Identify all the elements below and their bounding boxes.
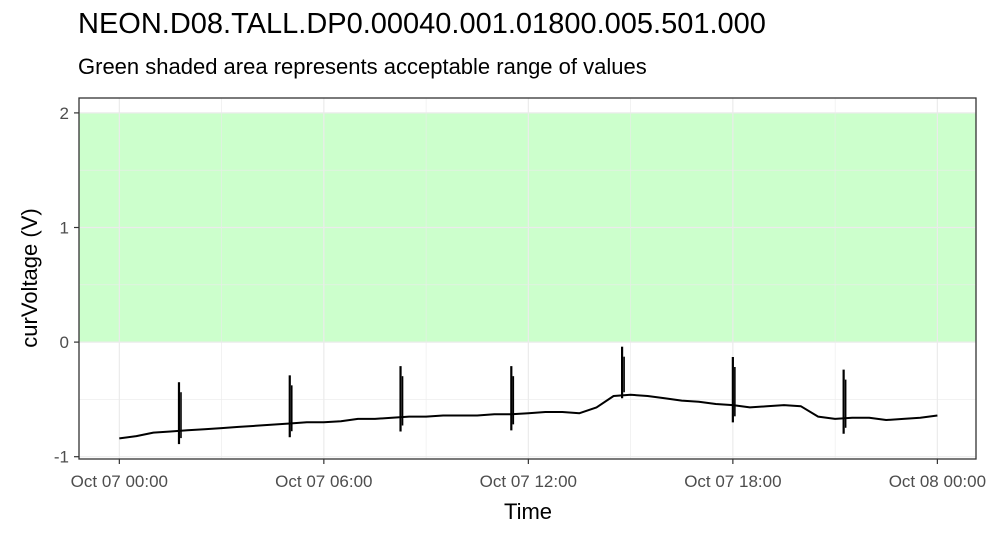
y-tick-label: 1 (60, 219, 69, 238)
data-series (119, 346, 938, 445)
x-axis: Oct 07 00:00 Oct 07 06:00 Oct 07 12:00 Oct … (71, 459, 986, 491)
x-axis-label: Time (504, 499, 552, 524)
y-axis-label: curVoltage (V) (17, 208, 42, 347)
x-tick-label: Oct 07 00:00 (71, 472, 168, 491)
chart-subtitle: Green shaded area represents acceptable … (78, 54, 647, 79)
x-tick-label: Oct 07 06:00 (275, 472, 372, 491)
plot-panel-border (78, 97, 977, 460)
y-tick-label: 2 (60, 104, 69, 123)
y-tick-label: 0 (60, 333, 69, 352)
x-tick-label: Oct 08 00:00 (889, 472, 986, 491)
series-line (119, 393, 938, 440)
grid-lines (79, 98, 976, 459)
x-tick-label: Oct 07 12:00 (480, 472, 577, 491)
chart-title: NEON.D08.TALL.DP0.00040.001.01800.005.50… (78, 8, 766, 40)
y-tick-label: -1 (54, 448, 69, 467)
x-tick-label: Oct 07 18:00 (684, 472, 781, 491)
y-axis: -1 0 1 2 (54, 104, 79, 467)
